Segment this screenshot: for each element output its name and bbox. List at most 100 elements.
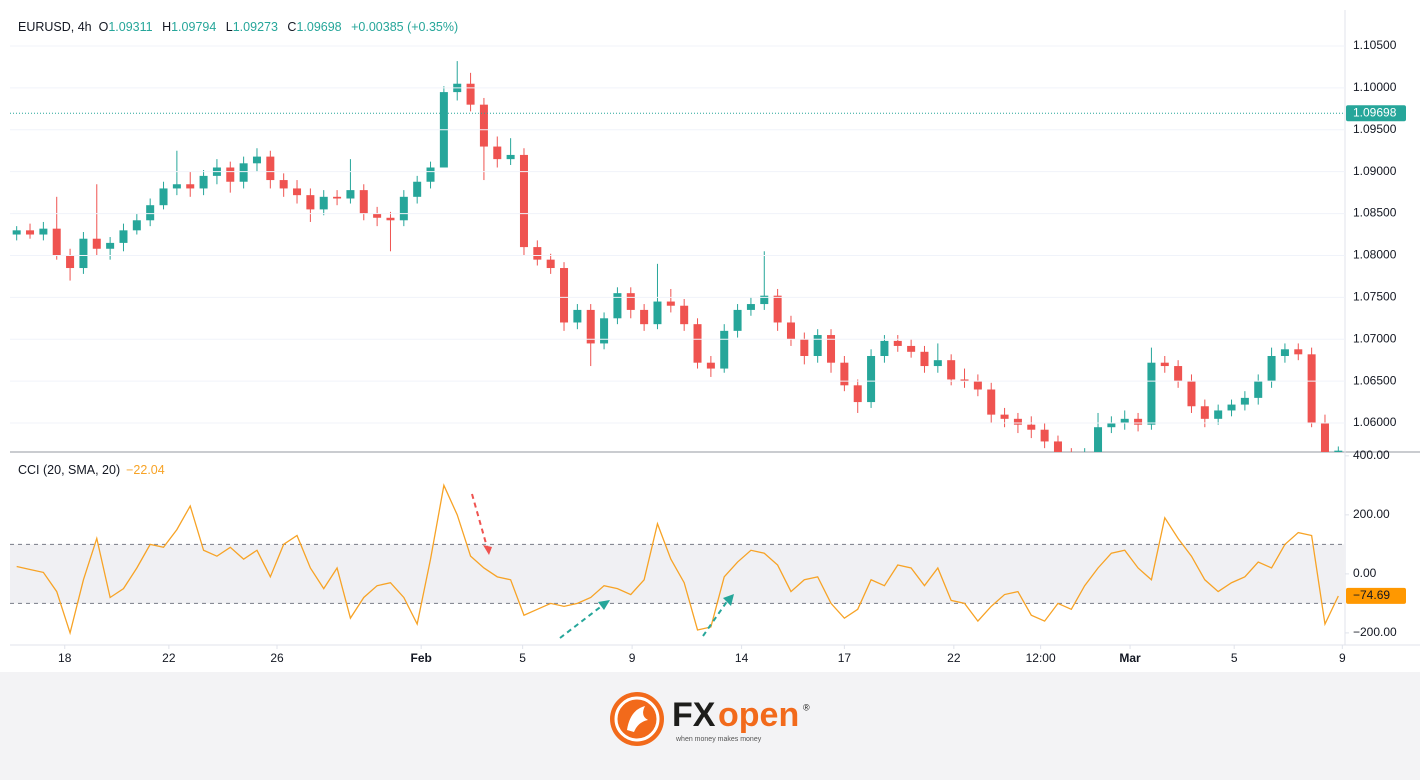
candle-body — [573, 309, 582, 323]
candle-body — [319, 196, 328, 210]
candle-body — [386, 217, 395, 221]
arrow-head — [723, 594, 734, 606]
candle-body — [186, 184, 195, 189]
candle-body — [800, 339, 809, 356]
arrow-head — [598, 600, 610, 610]
candle-body — [840, 362, 849, 386]
x-tick-label: 5 — [1231, 651, 1238, 665]
cci-tag — [1346, 587, 1406, 604]
cci-band — [10, 544, 1345, 604]
x-tick-label: 26 — [270, 651, 284, 665]
candle-body — [867, 355, 876, 403]
candle-body — [1134, 418, 1143, 425]
candle-body — [199, 175, 208, 189]
candle-body — [1294, 349, 1303, 355]
price-pane — [10, 61, 1345, 452]
candle-body — [479, 104, 488, 147]
cci-title: CCI (20, SMA, 20) — [18, 463, 121, 477]
ohlc-label: C — [287, 20, 297, 34]
candle-body — [947, 360, 956, 380]
candle-body — [279, 180, 288, 189]
candle-body — [893, 340, 902, 346]
candle-body — [226, 167, 235, 182]
candle-body — [1120, 418, 1129, 424]
change: +0.00385 (+0.35%) — [351, 20, 459, 34]
brand-open: open — [718, 696, 799, 734]
candle-body — [987, 389, 996, 415]
candle-body — [733, 309, 742, 331]
candle-body — [1040, 429, 1049, 442]
candle-body — [546, 259, 555, 269]
y-tick-label: 1.10500 — [1353, 38, 1397, 52]
y-tick-label: 1.09000 — [1353, 164, 1397, 178]
tagline: when money makes money — [675, 736, 762, 743]
candle-body — [519, 154, 528, 248]
candle-body — [1107, 423, 1116, 428]
candle-body — [706, 362, 715, 369]
y-tick-label: −200.00 — [1353, 625, 1397, 639]
candle-body — [907, 345, 916, 352]
candle-body — [720, 330, 729, 369]
candle-body — [172, 184, 181, 189]
ohlc-label: H — [162, 20, 172, 34]
candle-body — [119, 230, 128, 243]
y-tick-label: 0.00 — [1353, 566, 1377, 580]
candle-body — [12, 230, 21, 235]
candle-body — [933, 360, 942, 367]
registered: ® — [803, 702, 810, 712]
x-tick-label: 18 — [58, 651, 72, 665]
footer: FX open ® when money makes money — [610, 692, 810, 746]
candle-body — [66, 255, 75, 269]
x-tick-label: 9 — [1339, 651, 1346, 665]
candle-body — [533, 247, 542, 260]
candle-body — [1000, 414, 1009, 419]
ohlc-label: O — [98, 20, 109, 34]
axes: 1.06000 1.06500 1.07000 1.07500 1.08000 1.085… — [10, 38, 1406, 665]
candle-body — [853, 385, 862, 403]
last-price-tag — [1346, 105, 1406, 122]
candle-body — [586, 309, 595, 344]
candle-body — [1307, 354, 1316, 424]
y-tick-label: 1.09500 — [1353, 122, 1397, 136]
cci-legend: CCI (20, SMA, 20) −22.04 — [18, 463, 165, 477]
candle-body — [1200, 406, 1209, 419]
candle-body — [693, 324, 702, 363]
arrow — [559, 604, 604, 639]
x-tick-label: 14 — [735, 651, 749, 665]
candle-body — [813, 335, 822, 356]
x-tick-label: 22 — [162, 651, 176, 665]
candle-body — [1214, 410, 1223, 419]
y-tick-label: 1.08000 — [1353, 248, 1397, 262]
candle-body — [600, 318, 609, 344]
x-tick-label: 17 — [838, 651, 852, 665]
y-tick-label: 1.07500 — [1353, 290, 1397, 304]
cci-pane — [10, 483, 1345, 636]
symbol-legend: EURUSD, 4h O1.09311 H1.09794 L1.09273 C1… — [18, 20, 464, 34]
candle-body — [79, 238, 88, 269]
candle-body — [39, 228, 48, 235]
candle-body — [399, 196, 408, 221]
candle-body — [613, 293, 622, 319]
symbol-title: EURUSD, 4h — [18, 20, 92, 34]
candle-body — [373, 213, 382, 218]
ohlc-value: 1.09794 — [171, 20, 217, 34]
candle-body — [666, 301, 675, 306]
x-tick-label: Mar — [1119, 651, 1141, 665]
candle-body — [920, 351, 929, 367]
arrow — [702, 599, 729, 637]
candle-body — [92, 238, 101, 249]
candle-body — [640, 309, 649, 325]
chart: 1.06000 1.06500 1.07000 1.07500 1.08000 1.085… — [0, 0, 1420, 672]
y-tick-label: 1.06500 — [1353, 373, 1397, 387]
cci-line — [16, 483, 1339, 636]
x-tick-label: 9 — [629, 651, 636, 665]
candle-body — [1053, 441, 1062, 452]
x-tick-label: Feb — [411, 651, 432, 665]
candle-body — [760, 295, 769, 305]
candle-body — [252, 156, 261, 164]
candle-body — [1240, 397, 1249, 405]
candle-body — [773, 295, 782, 323]
ohlc-value: 1.09311 — [108, 20, 153, 34]
y-tick-label: 1.06000 — [1353, 415, 1397, 429]
